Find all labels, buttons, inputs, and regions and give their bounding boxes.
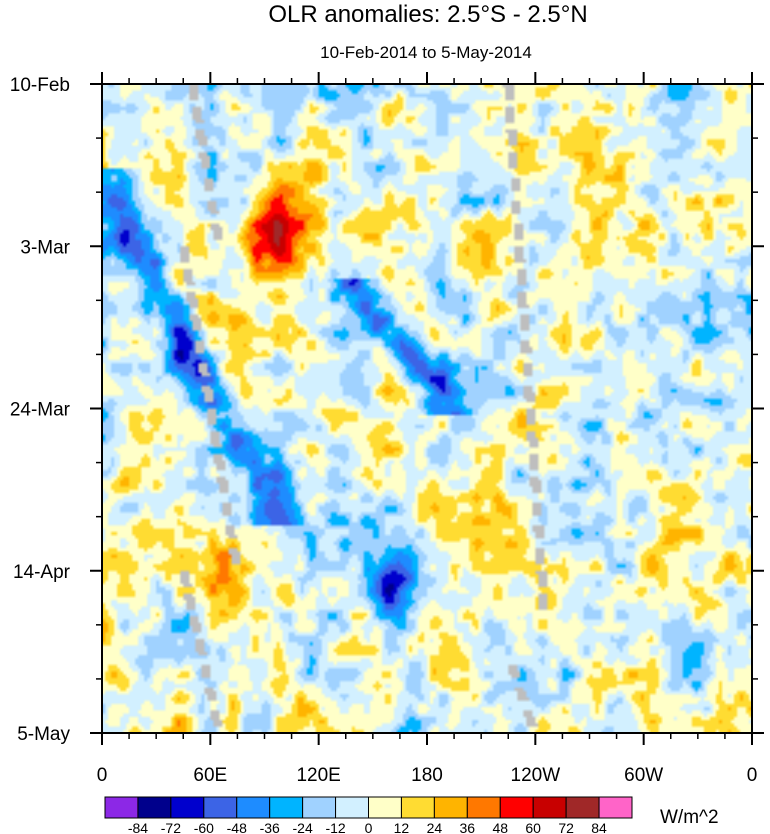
colorbar-label: -36: [260, 820, 280, 834]
chart-subtitle: 10-Feb-2014 to 5-May-2014: [320, 43, 532, 62]
colorbar-box: [433, 796, 468, 819]
colorbar-box: [565, 796, 600, 819]
y-tick-label: 10-Feb: [10, 75, 70, 96]
colorbar-box: [499, 796, 534, 819]
chart-title: OLR anomalies: 2.5°S - 2.5°N: [268, 1, 587, 28]
x-tick-label: 60W: [624, 765, 663, 786]
colorbar-label: -84: [128, 820, 148, 834]
colorbar-label: 72: [558, 820, 574, 834]
plot-area: [101, 83, 753, 734]
colorbar-box: [302, 796, 337, 819]
colorbar-box: [170, 796, 205, 819]
anomaly-field: [102, 84, 752, 733]
colorbar: -84 -72 -60 -48 -36 -24 -12 0 12 24 36 48 60 72 84: [104, 796, 633, 834]
colorbar-box: [203, 796, 238, 819]
x-tick-label: 120E: [296, 765, 340, 786]
colorbar-label: -72: [161, 820, 181, 834]
colorbar-box: [104, 796, 139, 819]
colorbar-label: 0: [365, 820, 373, 834]
colorbar-label: -24: [293, 820, 313, 834]
colorbar-box: [137, 796, 172, 819]
colorbar-label: 12: [394, 820, 410, 834]
x-tick-label: 120W: [511, 765, 561, 786]
colorbar-box: [400, 796, 435, 819]
y-axis: 10-Feb 3-Mar 24-Mar 14-Apr 5-May: [10, 75, 764, 745]
y-tick-label: 5-May: [17, 724, 70, 745]
colorbar-box: [236, 796, 271, 819]
x-tick-label: 0: [747, 765, 758, 786]
y-tick-label: 24-Mar: [10, 400, 71, 421]
colorbar-box: [335, 796, 369, 819]
x-tick-label: 0: [97, 765, 108, 786]
colorbar-label: -60: [194, 820, 214, 834]
colorbar-unit-label: W/m^2: [660, 807, 719, 828]
x-tick-label: 60E: [193, 765, 227, 786]
colorbar-label: -48: [227, 820, 247, 834]
colorbar-box: [532, 796, 567, 819]
y-tick-label: 14-Apr: [13, 562, 71, 583]
x-axis: 0 60E 120E 180 120W 60W 0: [97, 72, 758, 786]
colorbar-box: [269, 796, 304, 819]
colorbar-label: -12: [325, 820, 345, 834]
y-tick-label: 3-Mar: [20, 237, 70, 258]
colorbar-label: 36: [460, 820, 476, 834]
colorbar-box: [368, 796, 402, 819]
x-tick-label: 180: [411, 765, 443, 786]
colorbar-label: 24: [427, 820, 443, 834]
colorbar-label: 48: [492, 820, 508, 834]
colorbar-label: 60: [525, 820, 541, 834]
colorbar-box: [598, 796, 633, 819]
colorbar-box: [466, 796, 501, 819]
colorbar-label: 84: [591, 820, 607, 834]
